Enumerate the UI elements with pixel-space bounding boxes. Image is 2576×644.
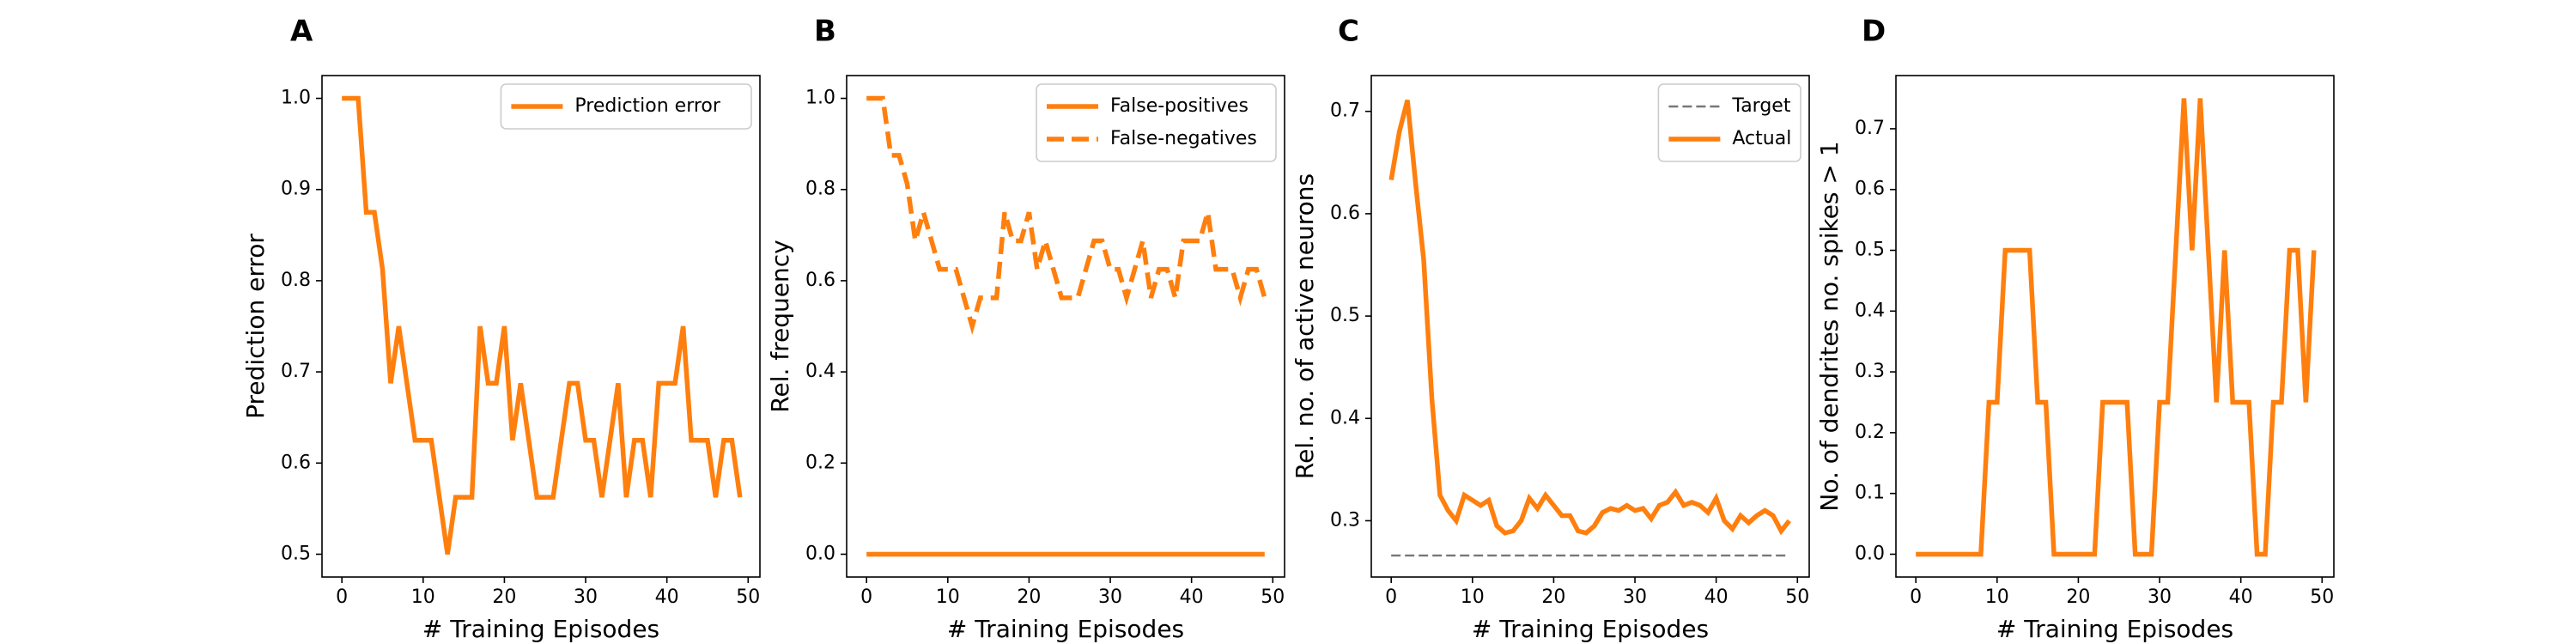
- x-tick-label: 30: [1098, 586, 1122, 608]
- legend-box: [1036, 83, 1277, 162]
- y-tick-label: 0.1: [1855, 483, 1885, 504]
- y-tick-label: 0.6: [1855, 179, 1885, 200]
- x-axis-label: # Training Episodes: [1996, 615, 2233, 643]
- y-tick-label: 0.3: [1330, 509, 1360, 531]
- panel-b: B 0 10 20 30 40 50 0.0 0.2 0.4 0.6 0.8 1.0 # Training…: [766, 15, 1285, 643]
- plot-frame: [1370, 75, 1810, 578]
- x-tick-label: 30: [1623, 586, 1647, 608]
- y-tick-label: 0.8: [805, 179, 835, 200]
- y-tick-label: 0.4: [1855, 300, 1885, 321]
- series-line-value: [1916, 98, 2317, 557]
- panel-label: C: [1338, 15, 1359, 49]
- x-tick-label: 10: [411, 586, 435, 608]
- y-axis-label: No. of dendrites no. spikes > 1: [1815, 141, 1844, 511]
- legend: Target Actual: [1657, 83, 1801, 162]
- panel-label: B: [814, 15, 836, 49]
- x-tick-label: 10: [1985, 586, 2009, 608]
- y-tick-label: 0.7: [1330, 100, 1360, 122]
- panel-a: A 0 10 20 30 40 50 0.5 0.6 0.7 0.8 0.9 1.0 # Training…: [241, 15, 761, 643]
- y-tick-label: 0.7: [281, 361, 311, 382]
- x-tick-label: 20: [492, 586, 516, 608]
- series-line-actual: [1388, 99, 1791, 536]
- x-tick-label: 20: [2066, 586, 2090, 608]
- legend-label: False-positives: [1110, 95, 1249, 117]
- y-tick-label: 0.0: [805, 543, 835, 564]
- plot-frame: [846, 75, 1285, 578]
- x-tick-label: 40: [2229, 586, 2253, 608]
- series-line-prediction-error: [342, 95, 743, 555]
- y-axis-label: Prediction error: [241, 234, 270, 419]
- legend-label: Actual: [1732, 128, 1791, 149]
- x-tick-label: 10: [936, 586, 960, 608]
- x-tick-label: 0: [1910, 586, 1922, 608]
- y-tick-label: 1.0: [281, 88, 311, 109]
- y-tick-label: 0.4: [1330, 407, 1360, 428]
- x-tick-label: 20: [1541, 586, 1565, 608]
- legend-box: [500, 83, 752, 130]
- y-tick-label: 0.6: [1330, 203, 1360, 224]
- y-tick-label: 0.2: [805, 452, 835, 473]
- x-tick-label: 0: [860, 586, 872, 608]
- y-tick-label: 0.6: [805, 270, 835, 291]
- x-tick-label: 30: [2148, 586, 2172, 608]
- y-tick-label: 0.2: [1855, 422, 1885, 443]
- y-tick-label: 0.5: [1330, 305, 1360, 326]
- x-tick-label: 30: [574, 586, 598, 608]
- legend-label: Target: [1731, 95, 1790, 117]
- series-line-false-negatives: [866, 95, 1267, 336]
- plot-frame: [1895, 75, 2335, 578]
- panel-c: C 0 10 20 30 40 50 0.3 0.4 0.5 0.6 0.7 # Training Ep…: [1291, 15, 1810, 643]
- y-tick-label: 0.6: [281, 452, 311, 473]
- y-tick-label: 0.5: [1855, 240, 1885, 261]
- x-axis-label: # Training Episodes: [422, 615, 659, 643]
- legend-box: [1657, 83, 1801, 162]
- panel-d: D 0 10 20 30 40 50 0.0 0.1 0.2 0.3 0.4 0.5 0.6 0.7 # Tr…: [1815, 15, 2335, 643]
- y-axis-label: Rel. no. of active neurons: [1291, 173, 1319, 479]
- y-tick-label: 0.4: [805, 361, 835, 382]
- x-axis-label: # Training Episodes: [1472, 615, 1709, 643]
- panel-label: D: [1862, 15, 1886, 49]
- x-tick-label: 50: [1785, 586, 1809, 608]
- x-tick-label: 40: [655, 586, 679, 608]
- x-tick-label: 50: [1261, 586, 1285, 608]
- x-tick-label: 40: [1180, 586, 1204, 608]
- x-tick-label: 0: [336, 586, 348, 608]
- y-tick-label: 1.0: [805, 88, 835, 109]
- y-tick-label: 0.8: [281, 270, 311, 291]
- x-tick-label: 0: [1385, 586, 1397, 608]
- panel-label: A: [290, 15, 313, 49]
- y-tick-label: 0.9: [281, 179, 311, 200]
- x-tick-label: 10: [1461, 586, 1485, 608]
- x-tick-label: 40: [1704, 586, 1728, 608]
- legend: False-positives False-negatives: [1036, 83, 1277, 162]
- y-axis-label: Rel. frequency: [766, 240, 794, 412]
- legend-label: Prediction error: [574, 95, 720, 117]
- x-tick-label: 50: [736, 586, 760, 608]
- y-tick-label: 0.0: [1855, 543, 1885, 564]
- legend-label: False-negatives: [1110, 128, 1257, 149]
- y-tick-label: 0.3: [1855, 361, 1885, 382]
- legend: Prediction error: [500, 83, 752, 130]
- plot-frame: [321, 75, 761, 578]
- x-tick-label: 20: [1017, 586, 1041, 608]
- y-tick-label: 0.5: [281, 543, 311, 564]
- y-tick-label: 0.7: [1855, 118, 1885, 139]
- x-axis-label: # Training Episodes: [947, 615, 1184, 643]
- x-tick-label: 50: [2310, 586, 2334, 608]
